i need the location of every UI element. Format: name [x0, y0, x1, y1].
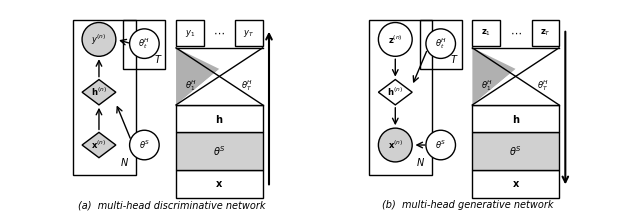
Polygon shape: [220, 48, 262, 105]
FancyBboxPatch shape: [176, 132, 262, 170]
FancyBboxPatch shape: [176, 105, 262, 132]
Text: $N$: $N$: [120, 156, 129, 168]
Polygon shape: [516, 48, 559, 105]
Text: $y^{(n)}$: $y^{(n)}$: [92, 32, 107, 47]
Text: $\theta_T^H$: $\theta_T^H$: [537, 78, 549, 93]
Text: $\mathbf{z}^{(n)}$: $\mathbf{z}^{(n)}$: [388, 33, 403, 46]
Circle shape: [378, 128, 412, 162]
Text: $\mathbf{x}$: $\mathbf{x}$: [215, 179, 223, 189]
Circle shape: [129, 130, 159, 160]
FancyBboxPatch shape: [472, 170, 559, 198]
Text: $\theta_1^H$: $\theta_1^H$: [481, 78, 493, 93]
Circle shape: [378, 22, 412, 56]
Text: $\theta_t^H$: $\theta_t^H$: [138, 36, 150, 51]
Text: $\theta^S$: $\theta^S$: [435, 139, 446, 151]
Text: $\mathbf{h}$: $\mathbf{h}$: [215, 113, 223, 125]
Text: $\theta_T^H$: $\theta_T^H$: [241, 78, 253, 93]
Circle shape: [82, 22, 116, 56]
Polygon shape: [472, 69, 559, 105]
Text: $N$: $N$: [416, 156, 425, 168]
Polygon shape: [176, 69, 262, 105]
Polygon shape: [472, 48, 516, 105]
Text: $\theta^S$: $\theta^S$: [213, 144, 226, 158]
Text: $\theta_t^H$: $\theta_t^H$: [435, 36, 447, 51]
Polygon shape: [82, 132, 116, 158]
Circle shape: [129, 29, 159, 58]
FancyBboxPatch shape: [176, 170, 262, 198]
FancyBboxPatch shape: [472, 105, 559, 132]
Polygon shape: [82, 80, 116, 105]
Text: $\mathbf{h}^{(n)}$: $\mathbf{h}^{(n)}$: [387, 86, 403, 98]
Text: $\mathbf{x}$: $\mathbf{x}$: [511, 179, 520, 189]
Text: $\mathbf{z}_T$: $\mathbf{z}_T$: [540, 28, 551, 38]
FancyBboxPatch shape: [236, 20, 262, 46]
Text: $\mathbf{x}^{(n)}$: $\mathbf{x}^{(n)}$: [388, 139, 403, 151]
Text: $\cdots$: $\cdots$: [509, 28, 522, 38]
Circle shape: [426, 130, 456, 160]
Text: (a)  multi-head discriminative network: (a) multi-head discriminative network: [78, 201, 266, 211]
FancyBboxPatch shape: [176, 20, 204, 46]
Text: (b)  multi-head generative network: (b) multi-head generative network: [383, 201, 554, 211]
FancyBboxPatch shape: [532, 20, 559, 46]
FancyBboxPatch shape: [472, 20, 500, 46]
Polygon shape: [176, 48, 220, 105]
Text: $\mathbf{z}_1$: $\mathbf{z}_1$: [481, 28, 491, 38]
Text: $\cdots$: $\cdots$: [213, 28, 225, 38]
Text: $\theta^S$: $\theta^S$: [139, 139, 150, 151]
Text: $T$: $T$: [154, 53, 163, 65]
Text: $y_1$: $y_1$: [185, 28, 195, 39]
Text: $T$: $T$: [450, 53, 459, 65]
Polygon shape: [378, 80, 412, 105]
Text: $\theta^S$: $\theta^S$: [509, 144, 522, 158]
Text: $\theta_1^H$: $\theta_1^H$: [185, 78, 197, 93]
Text: $\mathbf{x}^{(n)}$: $\mathbf{x}^{(n)}$: [92, 139, 107, 151]
Text: $\mathbf{h}$: $\mathbf{h}$: [511, 113, 520, 125]
Circle shape: [426, 29, 456, 58]
FancyBboxPatch shape: [472, 132, 559, 170]
Text: $y_T$: $y_T$: [243, 28, 255, 39]
Text: $\mathbf{h}^{(n)}$: $\mathbf{h}^{(n)}$: [91, 86, 107, 98]
